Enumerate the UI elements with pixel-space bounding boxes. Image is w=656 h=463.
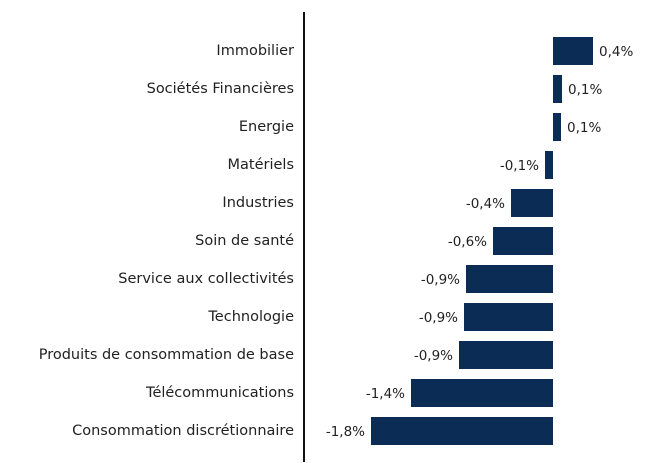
bar — [493, 227, 553, 255]
category-label: Immobilier — [216, 43, 294, 59]
bar — [553, 75, 562, 103]
category-label: Service aux collectivités — [118, 271, 294, 287]
category-label: Soin de santé — [195, 233, 294, 249]
category-label: Energie — [239, 119, 294, 135]
value-label: -0,9% — [414, 348, 453, 364]
category-label: Technologie — [207, 309, 294, 325]
bar — [459, 341, 553, 369]
bar — [466, 265, 553, 293]
bar — [553, 113, 561, 141]
category-label: Produits de consommation de base — [39, 347, 294, 363]
bar — [464, 303, 553, 331]
value-label: -0,4% — [466, 196, 505, 212]
value-label: -1,8% — [326, 424, 365, 440]
bar — [553, 37, 593, 65]
bar — [411, 379, 553, 407]
value-label: -0,1% — [500, 158, 539, 174]
value-label: -1,4% — [366, 386, 405, 402]
category-label: Matériels — [228, 157, 295, 173]
value-label: -0,6% — [448, 234, 487, 250]
category-label: Industries — [222, 195, 294, 211]
bar — [511, 189, 553, 217]
bar — [545, 151, 553, 179]
category-label: Consommation discrétionnaire — [72, 423, 294, 439]
category-label: Sociétés Financières — [147, 81, 294, 97]
value-label: 0,1% — [567, 120, 601, 136]
category-label: Télécommunications — [145, 385, 294, 401]
value-label: -0,9% — [421, 272, 460, 288]
bar — [371, 417, 553, 445]
value-label: -0,9% — [419, 310, 458, 326]
value-label: 0,1% — [568, 82, 602, 98]
value-label: 0,4% — [599, 44, 633, 60]
